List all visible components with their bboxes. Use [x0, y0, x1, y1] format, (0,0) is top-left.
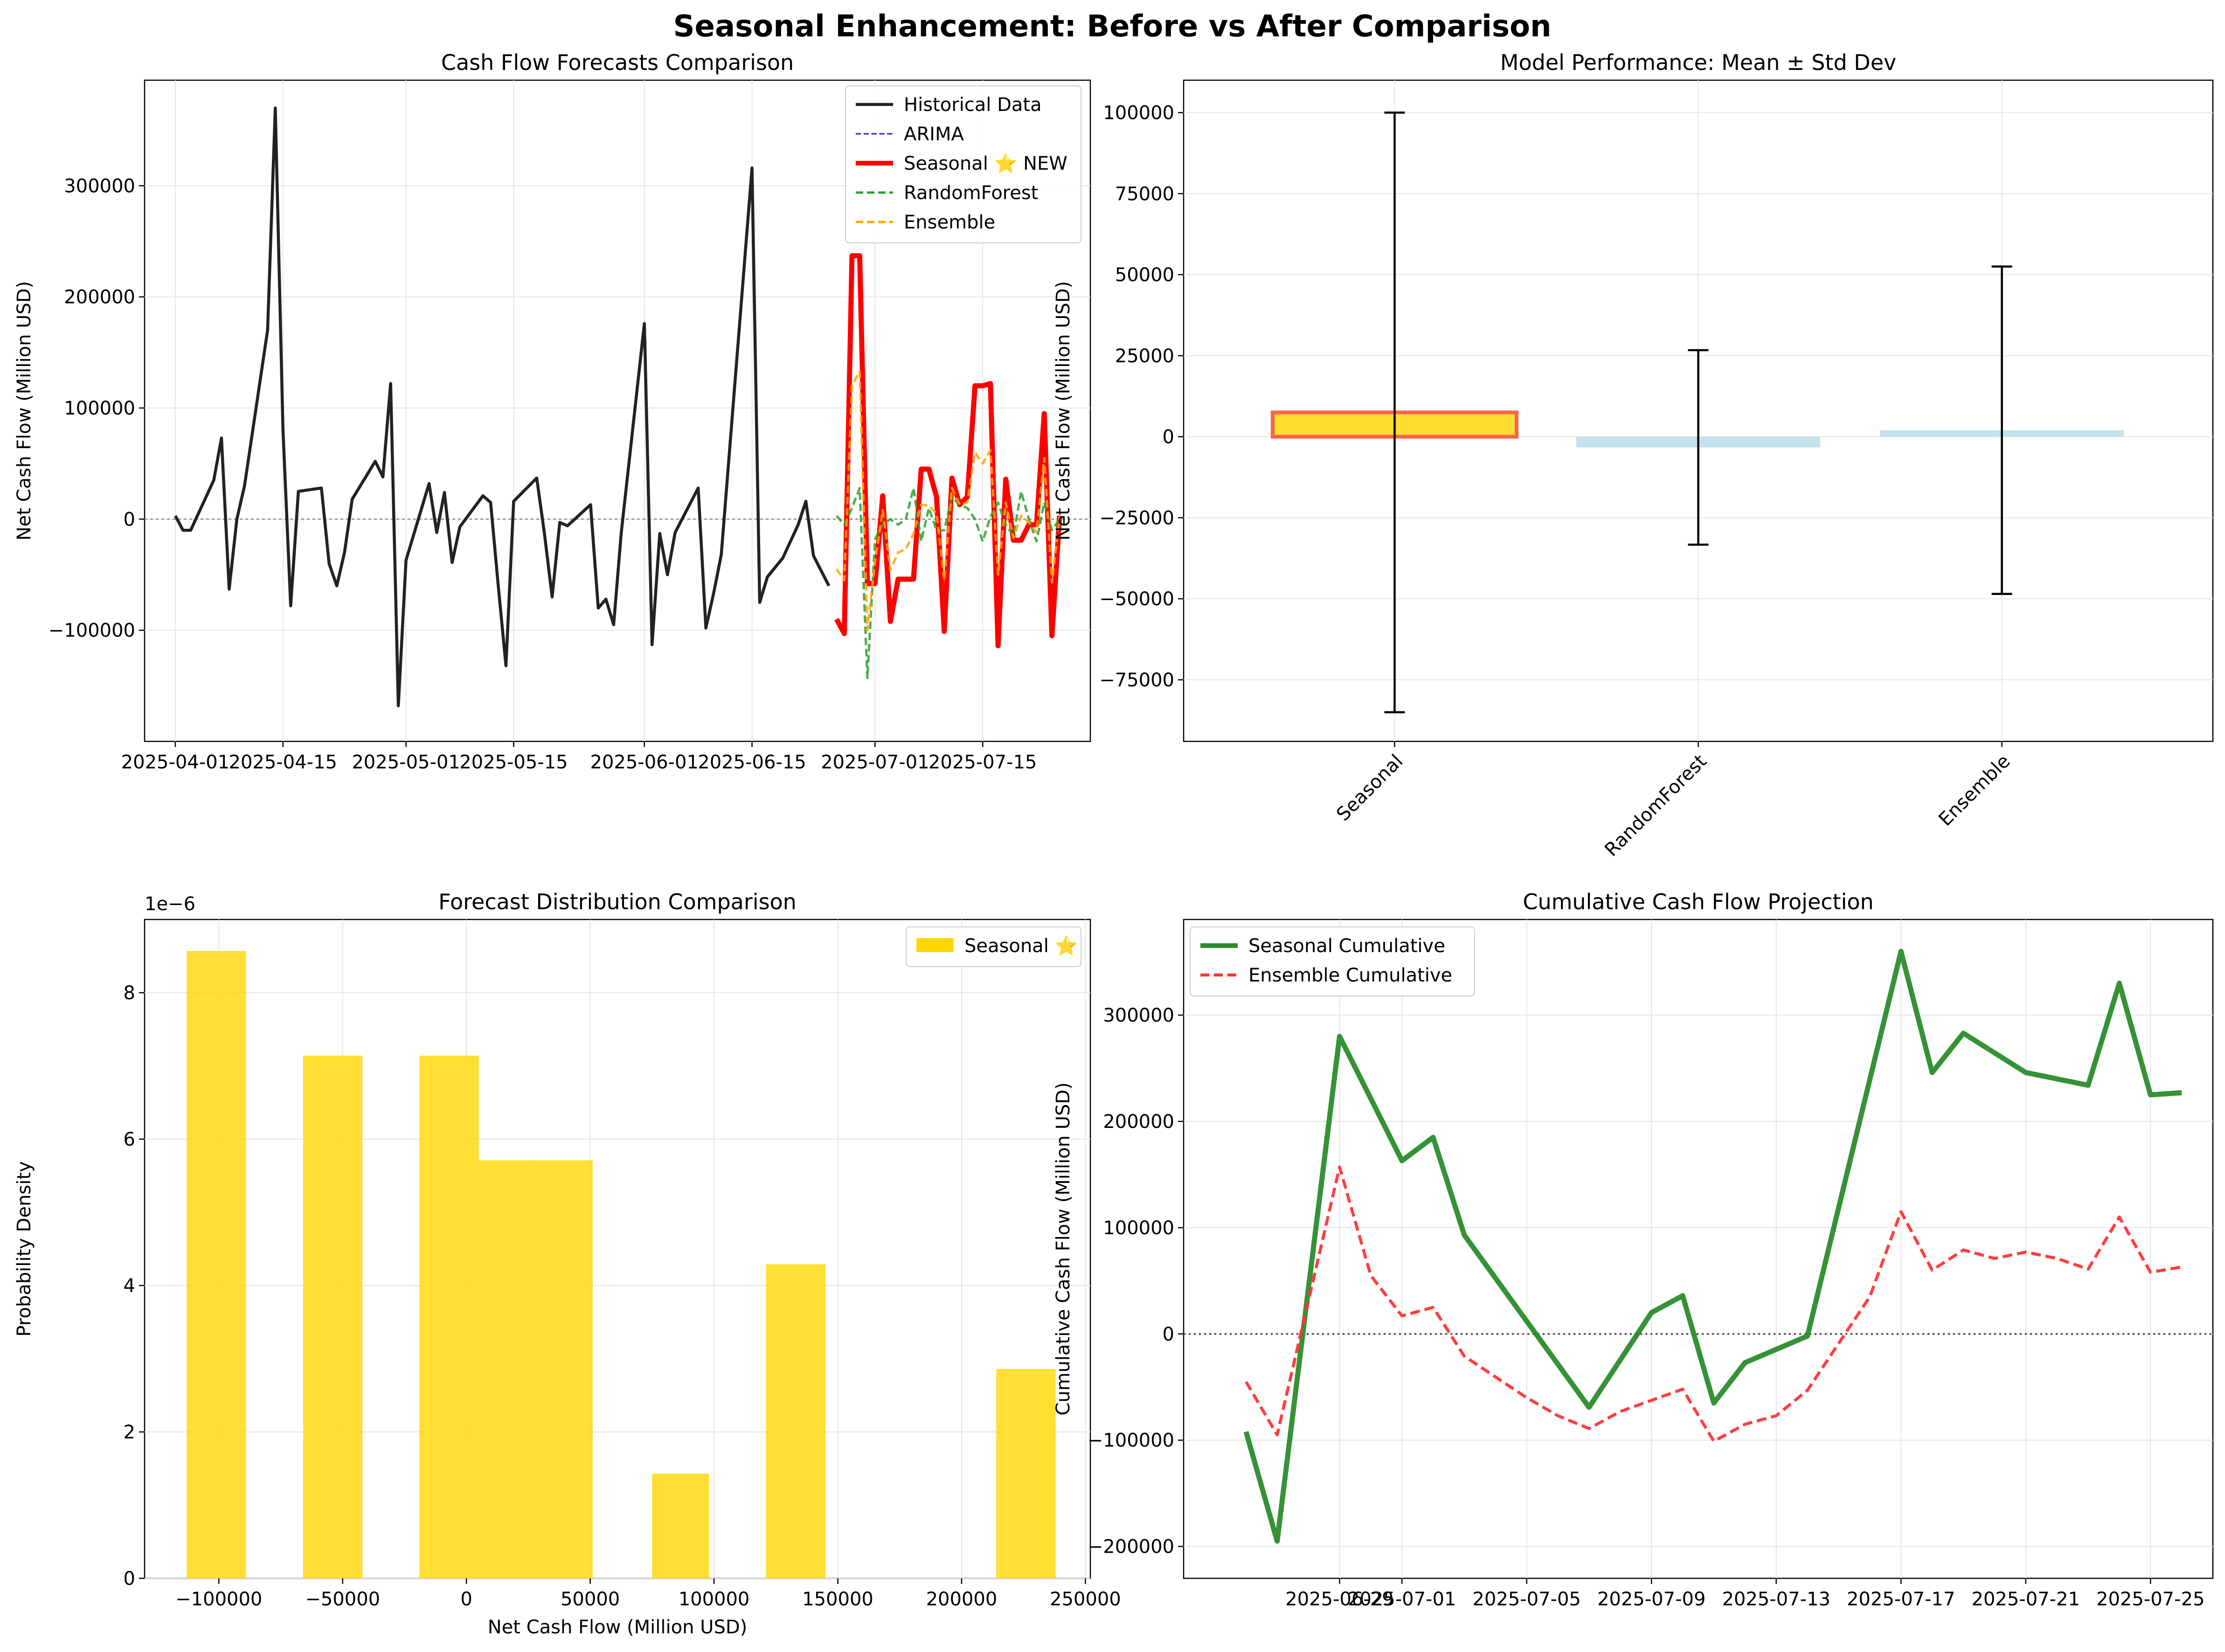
series-line-historical-data: [174, 106, 831, 707]
y-tick-label: 200000: [1103, 1111, 1174, 1133]
legend-box: [1190, 926, 1475, 996]
y-tick-label: −25000: [1099, 507, 1174, 529]
y-tick-label: 4: [124, 1275, 135, 1297]
histogram-bar: [766, 1264, 825, 1578]
x-tick-label: 2025-07-15: [929, 752, 1037, 773]
histogram-bar: [996, 1369, 1056, 1578]
x-tick-label: 0: [460, 1589, 472, 1610]
x-tick-label: 2025-04-01: [121, 752, 229, 773]
y-tick-label: 0: [1163, 427, 1174, 448]
y-tick-label: 75000: [1115, 183, 1174, 205]
y-tick-label: 2: [124, 1422, 135, 1443]
x-tick-label: 2025-05-01: [352, 752, 460, 773]
histogram-bar: [303, 1056, 363, 1578]
y-tick-label: 300000: [1103, 1005, 1174, 1026]
x-tick-label: 2025-07-21: [1971, 1589, 2079, 1610]
y-tick-label: −200000: [1088, 1536, 1174, 1558]
axes-title: Forecast Distribution Comparison: [438, 889, 797, 914]
x-tick-label: 100000: [679, 1589, 750, 1610]
axes-title: Cash Flow Forecasts Comparison: [441, 50, 794, 75]
y-axis-label: Cumulative Cash Flow (Million USD): [1053, 1082, 1074, 1416]
y-tick-label: 300000: [64, 175, 135, 197]
legend-label: Ensemble: [904, 212, 995, 233]
histogram-bar: [478, 1160, 536, 1578]
y-tick-label: −50000: [1099, 588, 1174, 610]
y-tick-label: −75000: [1099, 670, 1174, 691]
y-tick-label: −100000: [49, 620, 135, 642]
x-tick-label: 2025-04-15: [229, 752, 337, 773]
x-tick-label: 2025-07-25: [2096, 1589, 2204, 1610]
y-tick-label: 0: [1163, 1324, 1174, 1345]
axes-title: Cumulative Cash Flow Projection: [1523, 889, 1873, 914]
x-tick-label: 2025-06-15: [698, 752, 806, 773]
legend-box: [845, 85, 1081, 243]
series-line-seasonal-cumulative: [1243, 948, 2182, 1544]
axes-frame: [1183, 919, 2214, 1579]
series-line-randomforest: [836, 487, 1061, 679]
x-tick-label: 2025-07-01: [1348, 1589, 1456, 1610]
x-tick-label: 2025-07-01: [821, 752, 929, 773]
y-tick-label: 6: [124, 1129, 135, 1150]
histogram-bar: [419, 1056, 479, 1578]
y-tick-label: 8: [124, 982, 135, 1004]
y-tick-label: 200000: [64, 287, 135, 308]
x-tick-label: 200000: [926, 1589, 998, 1610]
x-tick-label: 2025-05-15: [459, 752, 568, 773]
histogram-bar: [652, 1473, 709, 1578]
y-tick-label: 0: [124, 1568, 135, 1590]
y-tick-label: −100000: [1088, 1430, 1174, 1452]
x-tick-label: 2025-07-17: [1847, 1589, 1955, 1610]
x-tick-label: 2025-06-01: [590, 752, 698, 773]
series-line-ensemble-cumulative: [1244, 1165, 2182, 1443]
y-axis-label: Net Cash Flow (Million USD): [14, 281, 35, 540]
x-tick-label: −100000: [175, 1589, 262, 1610]
figure-title: Seasonal Enhancement: Before vs After Co…: [673, 9, 1551, 44]
y-tick-label: 100000: [1103, 103, 1174, 124]
legend-label: Historical Data: [904, 94, 1042, 116]
y-offset-label: 1e−6: [145, 893, 195, 915]
x-tick-label: 2025-07-13: [1722, 1589, 1830, 1610]
histogram-bar: [187, 951, 246, 1578]
y-tick-label: 100000: [1103, 1217, 1174, 1239]
legend-swatch: [916, 938, 954, 952]
axes-title: Model Performance: Mean ± Std Dev: [1500, 50, 1896, 75]
x-tick-label: 2025-07-05: [1472, 1589, 1580, 1610]
y-tick-label: 0: [124, 509, 135, 530]
series-line-seasonal-new: [834, 253, 1062, 649]
panel-cash-flow-forecasts: Cash Flow Forecasts Comparison Net Cash F…: [14, 50, 1091, 773]
x-tick-label: 2025-06-29: [1285, 1589, 1393, 1610]
axes-frame: [144, 79, 1091, 742]
x-tick-label: 250000: [1050, 1589, 1121, 1610]
x-tick-label: 150000: [802, 1589, 873, 1610]
x-tick-label: 2025-07-09: [1597, 1589, 1705, 1610]
y-axis-label: Probability Density: [14, 1161, 35, 1336]
series-line-ensemble: [835, 370, 1061, 632]
x-tick-label: 50000: [561, 1589, 620, 1610]
y-tick-label: 100000: [64, 398, 135, 419]
legend-label: Seasonal Cumulative: [1248, 935, 1445, 957]
legend-label: Seasonal ⭐: [964, 935, 1078, 957]
legend-label: RandomForest: [904, 182, 1038, 204]
histogram-bar: [535, 1160, 593, 1578]
legend-label: ARIMA: [904, 124, 964, 145]
legend-label: Ensemble Cumulative: [1248, 965, 1452, 986]
panel-forecast-distribution: Forecast Distribution Comparison Probabil…: [14, 889, 1121, 1638]
y-tick-label: 50000: [1115, 264, 1174, 286]
y-tick-label: 25000: [1115, 346, 1174, 367]
x-axis-label: Net Cash Flow (Million USD): [488, 1617, 747, 1638]
y-axis-label: Net Cash Flow (Million USD): [1053, 281, 1074, 540]
x-tick-label: −50000: [305, 1589, 380, 1610]
legend-box: [906, 926, 1081, 967]
legend-label: Seasonal ⭐ NEW: [904, 152, 1067, 174]
panel-cumulative-projection: Cumulative Cash Flow Projection Cumulativ…: [1053, 889, 2214, 1610]
